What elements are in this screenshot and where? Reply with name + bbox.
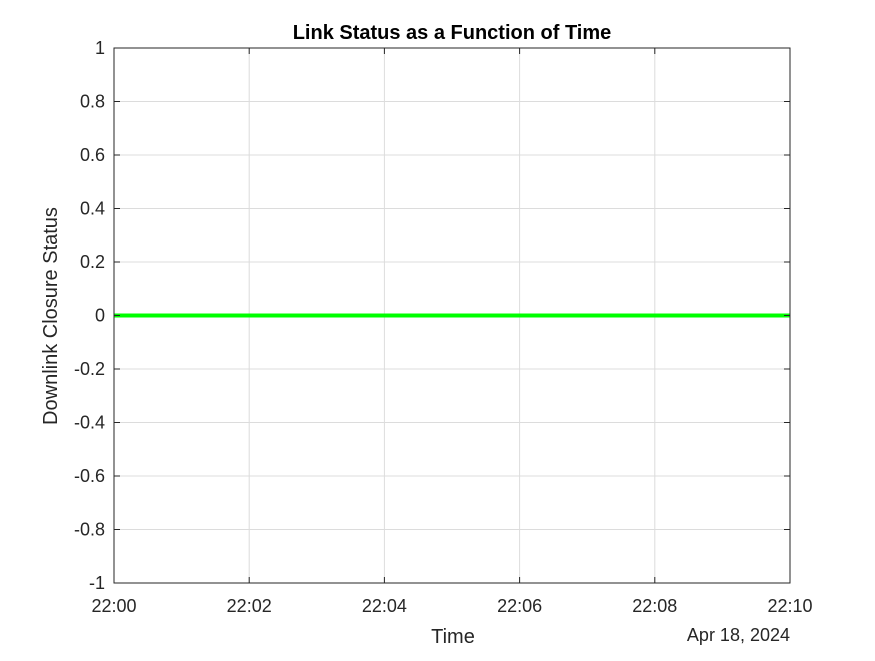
y-tick-labels: -1 -0.8 -0.6 -0.4 -0.2 0 0.2 0.4 0.6 0.8 1 [74,38,105,593]
y-tick-label: -0.2 [74,359,105,379]
x-tick-label: 22:08 [632,596,677,616]
x-tick-label: 22:06 [497,596,542,616]
x-tick-label: 22:02 [227,596,272,616]
y-axis-label: Downlink Closure Status [40,207,62,425]
y-tick-label: -0.4 [74,413,105,433]
x-tick-label: 22:10 [767,596,812,616]
x-tick-label: 22:00 [91,596,136,616]
y-tick-label: 0.4 [80,199,105,219]
y-tick-label: 0.2 [80,252,105,272]
y-tick-label: 1 [95,38,105,58]
y-tick-label: 0 [95,306,105,326]
axes [113,47,791,584]
y-tick-label: 0.6 [80,145,105,165]
y-tick-label: -0.8 [74,520,105,540]
x-tick-label: 22:04 [362,596,407,616]
x-axis-label: Time [431,626,475,648]
y-tick-label: 0.8 [80,92,105,112]
x-tick-labels: 22:00 22:02 22:04 22:06 22:08 22:10 [91,596,812,616]
x-axis-date-label: Apr 18, 2024 [687,625,790,645]
chart-title: Link Status as a Function of Time [293,22,612,44]
y-tick-label: -1 [89,573,105,593]
y-tick-label: -0.6 [74,466,105,486]
